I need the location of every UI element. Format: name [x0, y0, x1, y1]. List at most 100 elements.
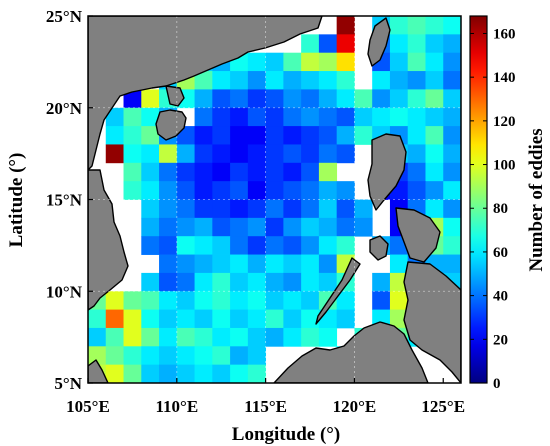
- heatmap-cell: [123, 89, 142, 109]
- heatmap-cell: [123, 107, 142, 127]
- heatmap-cell: [141, 181, 160, 200]
- heatmap-cell: [105, 364, 124, 383]
- heatmap-cell: [318, 52, 338, 72]
- heatmap-cell: [141, 346, 160, 366]
- x-tick-label: 125°E: [421, 397, 465, 416]
- heatmap-cell: [265, 107, 284, 127]
- heatmap-cell: [301, 144, 320, 164]
- heatmap-cell: [283, 254, 302, 274]
- heatmap-cell: [176, 291, 195, 310]
- heatmap-cell: [389, 16, 409, 35]
- heatmap-cell: [336, 309, 355, 329]
- y-tick-label: 5°N: [54, 374, 82, 393]
- heatmap-cell: [194, 309, 213, 329]
- heatmap-cell: [354, 217, 373, 237]
- heatmap-cell: [194, 364, 213, 383]
- heatmap-cell: [265, 272, 284, 292]
- mindanao-island: [403, 261, 461, 383]
- colorbar-tick-label: 40: [493, 289, 508, 305]
- heatmap-cell: [212, 309, 231, 329]
- borneo-island: [273, 321, 429, 383]
- heatmap-cell: [230, 272, 249, 292]
- heatmap-cell: [194, 272, 213, 292]
- heatmap-cell: [123, 346, 142, 366]
- heatmap-cell: [141, 217, 160, 237]
- heatmap-cell: [194, 254, 213, 274]
- heatmap-cell: [336, 89, 355, 109]
- heatmap-cell: [159, 291, 178, 310]
- heatmap-cell: [194, 71, 213, 90]
- heatmap-cell: [318, 107, 338, 127]
- x-tick-label: 115°E: [244, 397, 287, 416]
- heatmap-cell: [159, 364, 178, 383]
- heatmap-cell: [176, 364, 195, 383]
- heatmap-cell: [230, 126, 249, 145]
- heatmap-cell: [443, 254, 461, 274]
- y-axis-label: Latitude (°): [6, 153, 27, 248]
- heatmap-cell: [247, 52, 267, 72]
- heatmap-cell: [230, 181, 249, 200]
- heatmap-cell: [159, 236, 178, 255]
- heatmap-cell: [212, 236, 231, 255]
- heatmap-cell: [159, 162, 178, 182]
- heatmap-cell: [176, 162, 195, 182]
- heatmap-cell: [230, 327, 249, 347]
- heatmap-cell: [212, 107, 231, 127]
- heatmap-cell: [336, 34, 355, 54]
- heatmap-cell: [194, 199, 213, 219]
- heatmap-cell: [283, 144, 302, 164]
- heatmap-cell: [318, 181, 338, 200]
- heatmap-cell: [301, 181, 320, 200]
- heatmap-cell: [407, 107, 426, 127]
- luzon-island: [367, 133, 407, 211]
- heatmap-cell: [283, 181, 302, 200]
- heatmap-cells: [88, 16, 461, 383]
- hainan-island: [155, 109, 187, 141]
- heatmap-cell: [194, 181, 213, 200]
- heatmap-cell: [443, 52, 461, 72]
- heatmap-cell: [88, 346, 107, 366]
- heatmap-cell: [212, 346, 231, 366]
- heatmap-cell: [389, 89, 409, 109]
- heatmap-cell: [159, 309, 178, 329]
- heatmap-cell: [212, 199, 231, 219]
- heatmap-cell: [176, 181, 195, 200]
- heatmap-cell: [283, 217, 302, 237]
- heatmap-cell: [230, 144, 249, 164]
- heatmap-cell: [212, 71, 231, 90]
- heatmap-cell: [301, 107, 320, 127]
- malay-peninsula-land: [88, 359, 109, 383]
- heatmap-cell: [372, 71, 391, 90]
- colorbar-label: Number of eddies: [526, 128, 547, 271]
- heatmap-cell: [443, 71, 461, 90]
- colorbar: [469, 15, 488, 384]
- heatmap-cell: [318, 327, 338, 347]
- heatmap-cell: [159, 217, 178, 237]
- heatmap-cell: [389, 52, 409, 72]
- heatmap-cell: [318, 199, 338, 219]
- colorbar-tick-label: 80: [493, 201, 508, 217]
- heatmap-cell: [425, 199, 444, 219]
- mindoro-island: [369, 235, 389, 261]
- heatmap-cell: [212, 217, 231, 237]
- heatmap-cell: [141, 199, 160, 219]
- heatmap-cell: [389, 107, 409, 127]
- x-axis-label: Longitude (°): [232, 424, 340, 445]
- heatmap-cell: [265, 162, 284, 182]
- heatmap-cell: [336, 107, 355, 127]
- heatmap-cell: [247, 71, 267, 90]
- heatmap-cell: [301, 291, 320, 310]
- heatmap-cell: [318, 126, 338, 145]
- heatmap-cell: [265, 126, 284, 145]
- heatmap-cell: [389, 291, 409, 310]
- heatmap-cell: [230, 309, 249, 329]
- heatmap-cell: [407, 16, 426, 35]
- heatmap-cell: [318, 217, 338, 237]
- heatmap-cell: [194, 291, 213, 310]
- heatmap-cell: [105, 327, 124, 347]
- colorbar-ticks: 0 20 40 60 80 100 120 140 160: [470, 26, 516, 392]
- heatmap-cell: [443, 34, 461, 54]
- heatmap-cell: [301, 217, 320, 237]
- heatmap-cell: [247, 144, 267, 164]
- y-tick-label: 25°N: [46, 7, 83, 26]
